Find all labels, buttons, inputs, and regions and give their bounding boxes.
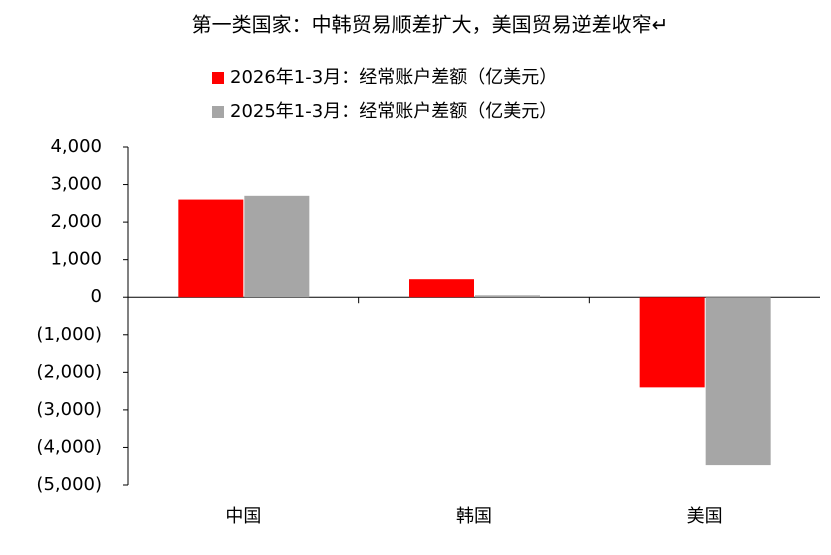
legend-swatch: [212, 106, 224, 118]
bar: [409, 279, 474, 298]
bar: [705, 297, 771, 466]
y-tick-label: (1,000): [36, 324, 102, 345]
y-tick-label: 4,000: [50, 136, 102, 157]
y-tick-label: 3,000: [50, 174, 102, 195]
y-tick-label: 0: [91, 286, 102, 307]
y-tick-label: 1,000: [50, 249, 102, 270]
legend-swatch: [212, 72, 224, 84]
chart-title: 第一类国家：中韩贸易顺差扩大，美国贸易逆差收窄↵: [192, 13, 669, 37]
y-tick-label: (2,000): [36, 361, 102, 382]
legend-label: 2025年1-3月：经常账户差额（亿美元）: [230, 101, 557, 122]
bar: [475, 295, 540, 298]
bar: [639, 297, 705, 388]
y-tick-label: (5,000): [36, 474, 102, 495]
x-tick-label: 中国: [225, 506, 261, 527]
bar: [178, 199, 244, 298]
y-tick-label: (3,000): [36, 399, 102, 420]
x-tick-label: 韩国: [456, 506, 492, 527]
legend-label: 2026年1-3月：经常账户差额（亿美元）: [230, 67, 557, 88]
x-tick-label: 美国: [687, 506, 723, 527]
y-tick-label: (4,000): [36, 436, 102, 457]
y-tick-label: 2,000: [50, 211, 102, 232]
bar: [244, 195, 310, 298]
